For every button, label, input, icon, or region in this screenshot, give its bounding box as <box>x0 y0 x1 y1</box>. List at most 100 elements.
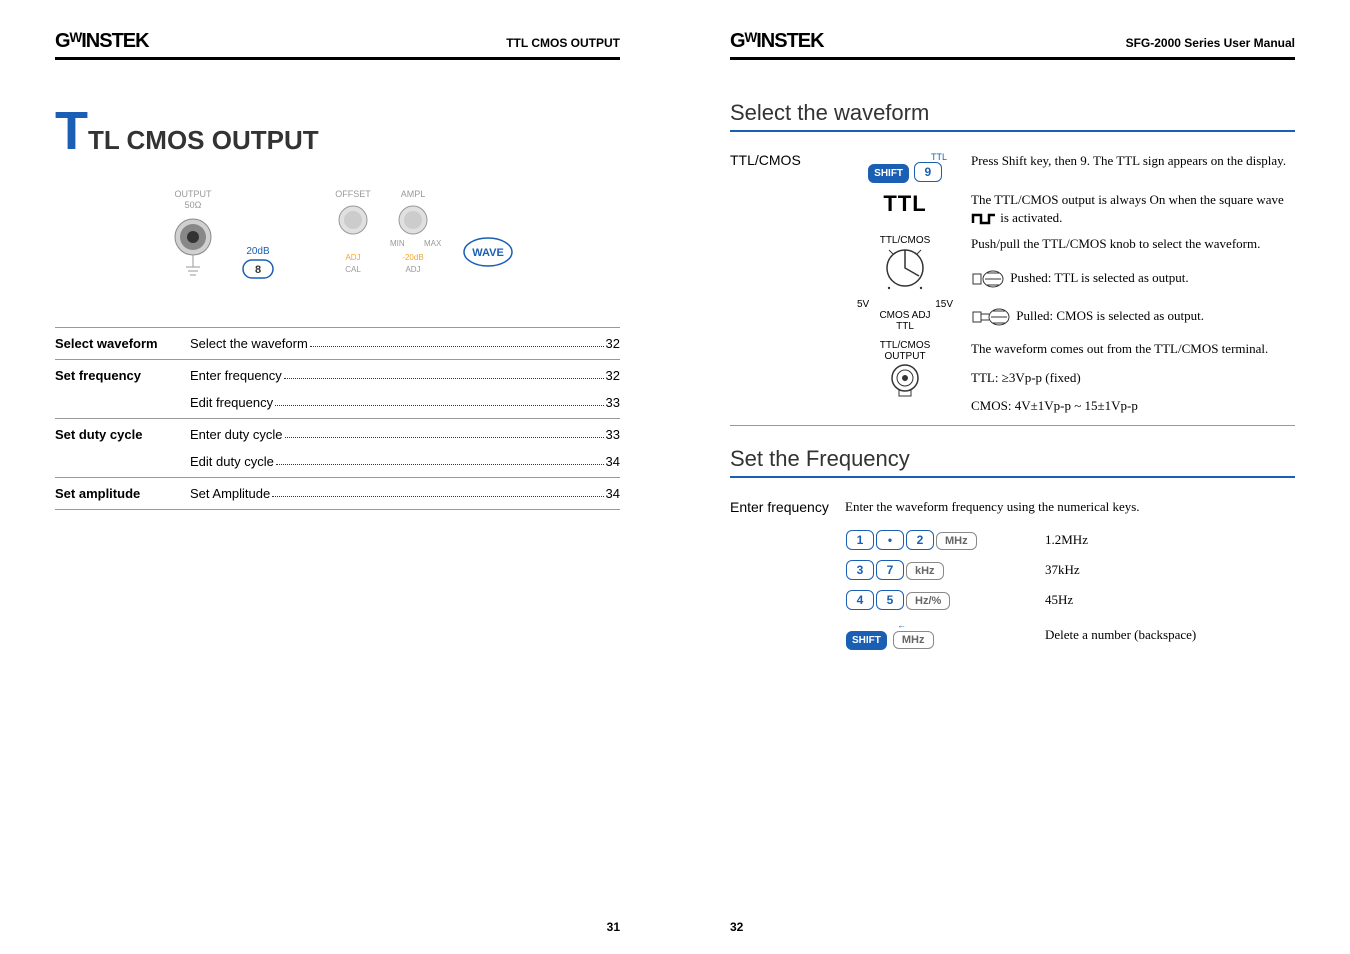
unit-key: MHz <box>936 532 977 550</box>
backspace-keys: ← SHIFT MHz <box>845 620 1045 650</box>
toc-label: Select waveform <box>55 336 190 351</box>
ttl-cmos-label: TTL/CMOS <box>730 152 845 183</box>
num-key: 7 <box>876 560 904 580</box>
freq-keys: 37kHz <box>845 560 1045 580</box>
toc-entry: Enter duty cycle 33 <box>190 427 620 442</box>
ttl-top-label: TTL <box>845 152 965 162</box>
toc-dots <box>284 368 604 379</box>
output-top-label: TTL/CMOS <box>845 340 965 351</box>
toc: Select waveformSelect the waveform32Set … <box>55 327 620 510</box>
toc-row: Set duty cycleEnter duty cycle33Edit dut… <box>55 419 620 478</box>
brand-logo: GᵂINSTEK <box>730 30 824 53</box>
freq-result: 1.2MHz <box>1045 532 1088 548</box>
svg-text:50Ω: 50Ω <box>184 200 201 210</box>
num-key: 3 <box>846 560 874 580</box>
unit-key: Hz/% <box>906 592 950 610</box>
toc-entry: Edit frequency33 <box>190 395 620 410</box>
section-title-frequency: Set the Frequency <box>730 446 1295 472</box>
freq-row: 1•2MHz1.2MHz <box>845 530 1295 550</box>
instruction-text-3: Push/pull the TTL/CMOS knob to select th… <box>965 235 1295 332</box>
toc-entry: Set Amplitude 34 <box>190 486 620 501</box>
toc-entries: Enter duty cycle 33 Edit duty cycle34 <box>190 427 620 469</box>
knob-graphic: TTL/CMOS 5V 15V CMOS ADJ TTL <box>845 235 965 332</box>
instruction-row-output: TTL/CMOS OUTPUT The waveform comes out f… <box>730 340 1295 415</box>
num-key: 5 <box>876 590 904 610</box>
panel-svg: OUTPUT 50Ω 20dB 8 OFFSET ADJ CAL AMPL MI… <box>138 182 538 292</box>
page-header-left: GᵂINSTEK TTL CMOS OUTPUT <box>55 30 620 60</box>
instruction-text-2: The TTL/CMOS output is always On when th… <box>965 191 1295 227</box>
freq-result: 45Hz <box>1045 592 1073 608</box>
toc-entry-text: Enter duty cycle <box>190 427 283 442</box>
num-key: • <box>876 530 904 550</box>
instruction-row-ttl-display: TTL The TTL/CMOS output is always On whe… <box>730 191 1295 227</box>
separator <box>730 425 1295 426</box>
main-title: TTL CMOS OUTPUT <box>55 100 620 162</box>
pushed-knob-icon <box>971 266 1007 292</box>
enter-freq-body: Enter the waveform frequency using the n… <box>845 498 1295 660</box>
freq-keys: 45Hz/% <box>845 590 1045 610</box>
brand-logo: GᵂINSTEK <box>55 30 149 53</box>
unit-key: kHz <box>906 562 944 580</box>
toc-entry-page: 32 <box>606 336 620 351</box>
toc-entry-page: 34 <box>606 454 620 469</box>
main-title-accent: T <box>55 101 88 161</box>
toc-entries: Set Amplitude 34 <box>190 486 620 501</box>
main-title-rest: TL CMOS OUTPUT <box>88 125 319 155</box>
toc-entry: Select the waveform32 <box>190 336 620 351</box>
toc-row: Select waveformSelect the waveform32 <box>55 327 620 360</box>
shift-key: SHIFT <box>846 631 887 650</box>
svg-text:MIN: MIN <box>390 239 405 248</box>
toc-entry-page: 34 <box>606 486 620 501</box>
toc-entry-text: Set Amplitude <box>190 486 270 501</box>
pulled-text: Pulled: CMOS is selected as output. <box>1016 308 1204 323</box>
instruction-row-enterfreq: Enter frequency Enter the waveform frequ… <box>730 498 1295 660</box>
delete-text: Delete a number (backspace) <box>1045 627 1196 643</box>
toc-entry-text: Edit frequency <box>190 395 273 410</box>
output-bot-label: OUTPUT <box>845 351 965 362</box>
toc-dots <box>285 427 604 438</box>
num-key: 2 <box>906 530 934 550</box>
svg-text:20dB: 20dB <box>246 246 270 257</box>
freq-row-backspace: ← SHIFT MHz Delete a number (backspace) <box>845 620 1295 650</box>
header-title-right: SFG-2000 Series User Manual <box>1126 36 1295 50</box>
toc-row: Set amplitudeSet Amplitude34 <box>55 478 620 510</box>
section-rule <box>730 476 1295 478</box>
toc-row: Set frequencyEnter frequency32Edit frequ… <box>55 360 620 419</box>
instruction-row-shift9: TTL/CMOS TTL SHIFT 9 Press Shift key, th… <box>730 152 1295 183</box>
freq-row: 37kHz37kHz <box>845 560 1295 580</box>
toc-dots <box>272 486 603 497</box>
page-number-right: 32 <box>730 920 743 934</box>
pulled-knob-icon <box>971 304 1013 330</box>
toc-entry-page: 33 <box>606 427 620 442</box>
knob-ttl-label: TTL <box>845 321 965 332</box>
page-header-right: GᵂINSTEK SFG-2000 Series User Manual <box>730 30 1295 60</box>
freq-row: 45Hz/%45Hz <box>845 590 1295 610</box>
knob-5v: 5V <box>857 299 869 310</box>
svg-text:OUTPUT: OUTPUT <box>174 189 212 199</box>
freq-result: 37kHz <box>1045 562 1080 578</box>
output-terminal-graphic: TTL/CMOS OUTPUT <box>845 340 965 415</box>
svg-text:-20dB: -20dB <box>402 253 423 262</box>
toc-entry: Edit duty cycle34 <box>190 454 620 469</box>
toc-entries: Select the waveform32 <box>190 336 620 351</box>
svg-text:ADJ: ADJ <box>345 253 360 262</box>
num-key: 4 <box>846 590 874 610</box>
freq-keys: 1•2MHz <box>845 530 1045 550</box>
knob-icon <box>875 246 935 296</box>
ttl-spec: TTL: ≥3Vp-p (fixed) <box>971 369 1295 387</box>
instruction-text-4: The waveform comes out from the TTL/CMOS… <box>965 340 1295 415</box>
svg-text:WAVE: WAVE <box>472 247 504 259</box>
page-right: GᵂINSTEK SFG-2000 Series User Manual Sel… <box>675 0 1350 954</box>
svg-text:AMPL: AMPL <box>400 189 425 199</box>
svg-text:8: 8 <box>254 264 260 276</box>
panel-graphic: OUTPUT 50Ω 20dB 8 OFFSET ADJ CAL AMPL MI… <box>55 182 620 297</box>
toc-label: Set frequency <box>55 368 190 410</box>
toc-entries: Enter frequency32Edit frequency33 <box>190 368 620 410</box>
enter-freq-text: Enter the waveform frequency using the n… <box>845 498 1295 516</box>
key-graphic-shift9: TTL SHIFT 9 <box>845 152 965 183</box>
toc-dots <box>275 395 603 406</box>
toc-entry-page: 32 <box>606 368 620 383</box>
ttl-display-graphic: TTL <box>845 191 965 227</box>
mhz-key: MHz <box>893 631 934 649</box>
cmos-spec: CMOS: 4V±1Vp-p ~ 15±1Vp-p <box>971 397 1295 415</box>
